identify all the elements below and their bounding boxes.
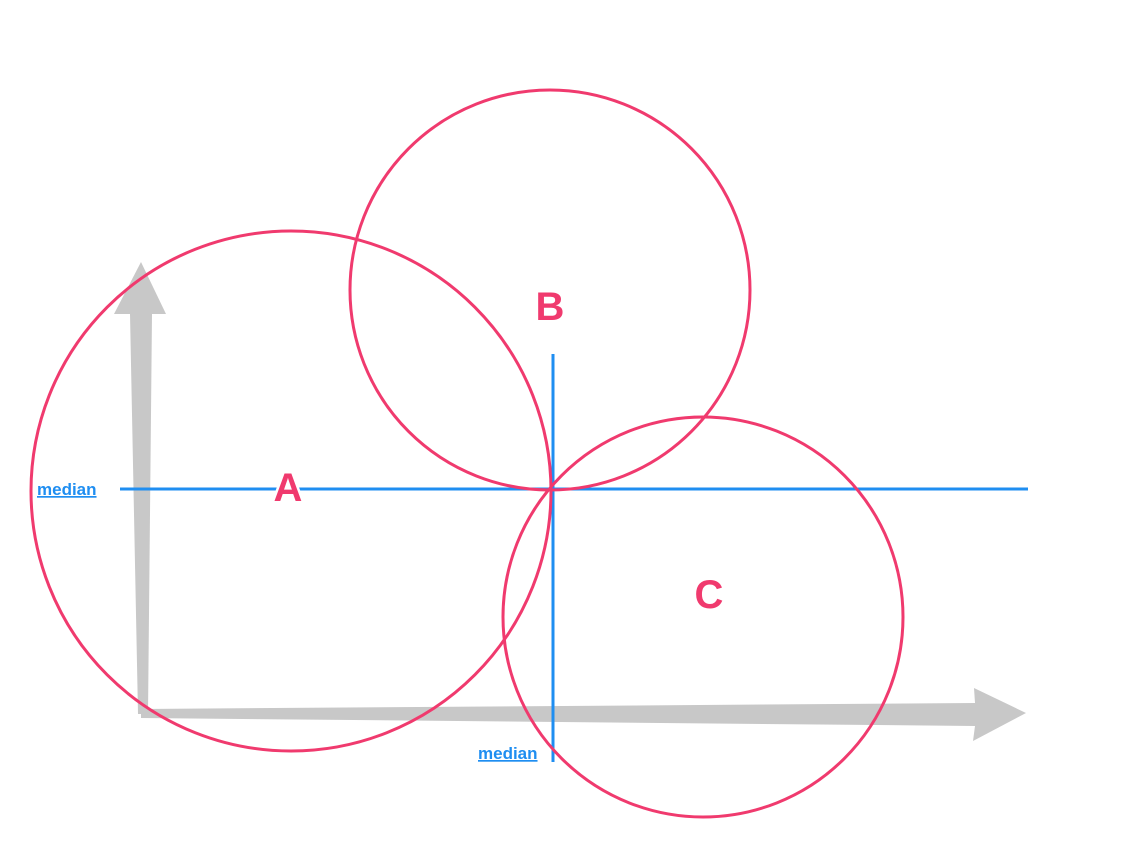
- vertical-median-label: median: [478, 744, 538, 763]
- cluster-c-label: C: [695, 573, 724, 617]
- cluster-a-label: A: [274, 466, 303, 510]
- axes: [114, 262, 1026, 741]
- x-axis-arrow: [141, 688, 1026, 741]
- cluster-c-circle: [501, 415, 905, 819]
- horizontal-median-label: median: [37, 480, 97, 499]
- cluster-b-label: B: [536, 285, 565, 329]
- cluster-circles: [29, 88, 905, 819]
- median-lines: [120, 354, 1028, 762]
